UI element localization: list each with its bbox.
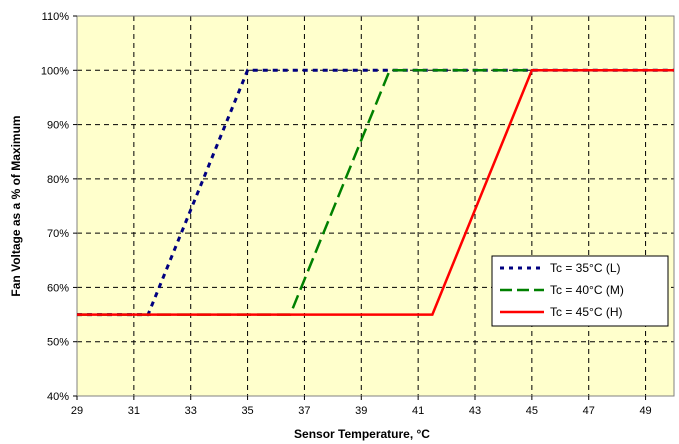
legend-label: Tc = 35°C (L) xyxy=(550,261,621,275)
y-tick-label: 70% xyxy=(47,228,69,240)
x-tick-label: 29 xyxy=(71,405,83,417)
x-tick-label: 45 xyxy=(526,405,538,417)
series-line-1 xyxy=(77,68,674,317)
legend-label: Tc = 40°C (M) xyxy=(550,283,624,297)
y-tick-label: 40% xyxy=(47,391,69,403)
x-tick-label: 35 xyxy=(241,405,253,417)
x-axis-label: Sensor Temperature, °C xyxy=(294,427,430,441)
y-tick-label: 100% xyxy=(41,65,69,77)
x-tick-label: 37 xyxy=(298,405,310,417)
x-tick-label: 47 xyxy=(583,405,595,417)
plot-area xyxy=(77,16,674,396)
x-tick-label: 49 xyxy=(639,405,651,417)
x-tick-label: 39 xyxy=(355,405,367,417)
y-tick-label: 60% xyxy=(47,282,69,294)
y-axis-label: Fan Voltage as a % of Maximum xyxy=(9,115,23,296)
x-tick-label: 33 xyxy=(185,405,197,417)
y-tick-label: 50% xyxy=(47,337,69,349)
x-tick-label: 31 xyxy=(128,405,140,417)
y-tick-label: 90% xyxy=(47,120,69,132)
plot-border xyxy=(76,15,675,397)
legend: Tc = 35°C (L) Tc = 40°C (M) Tc = 45°C (H) xyxy=(491,255,669,327)
series-line-3 xyxy=(77,69,674,316)
x-tick-label: 43 xyxy=(469,405,481,417)
x-tick-label: 41 xyxy=(412,405,424,417)
y-tick-label: 80% xyxy=(47,174,69,186)
legend-label: Tc = 45°C (H) xyxy=(550,305,622,319)
y-tick-label: 110% xyxy=(42,11,70,23)
